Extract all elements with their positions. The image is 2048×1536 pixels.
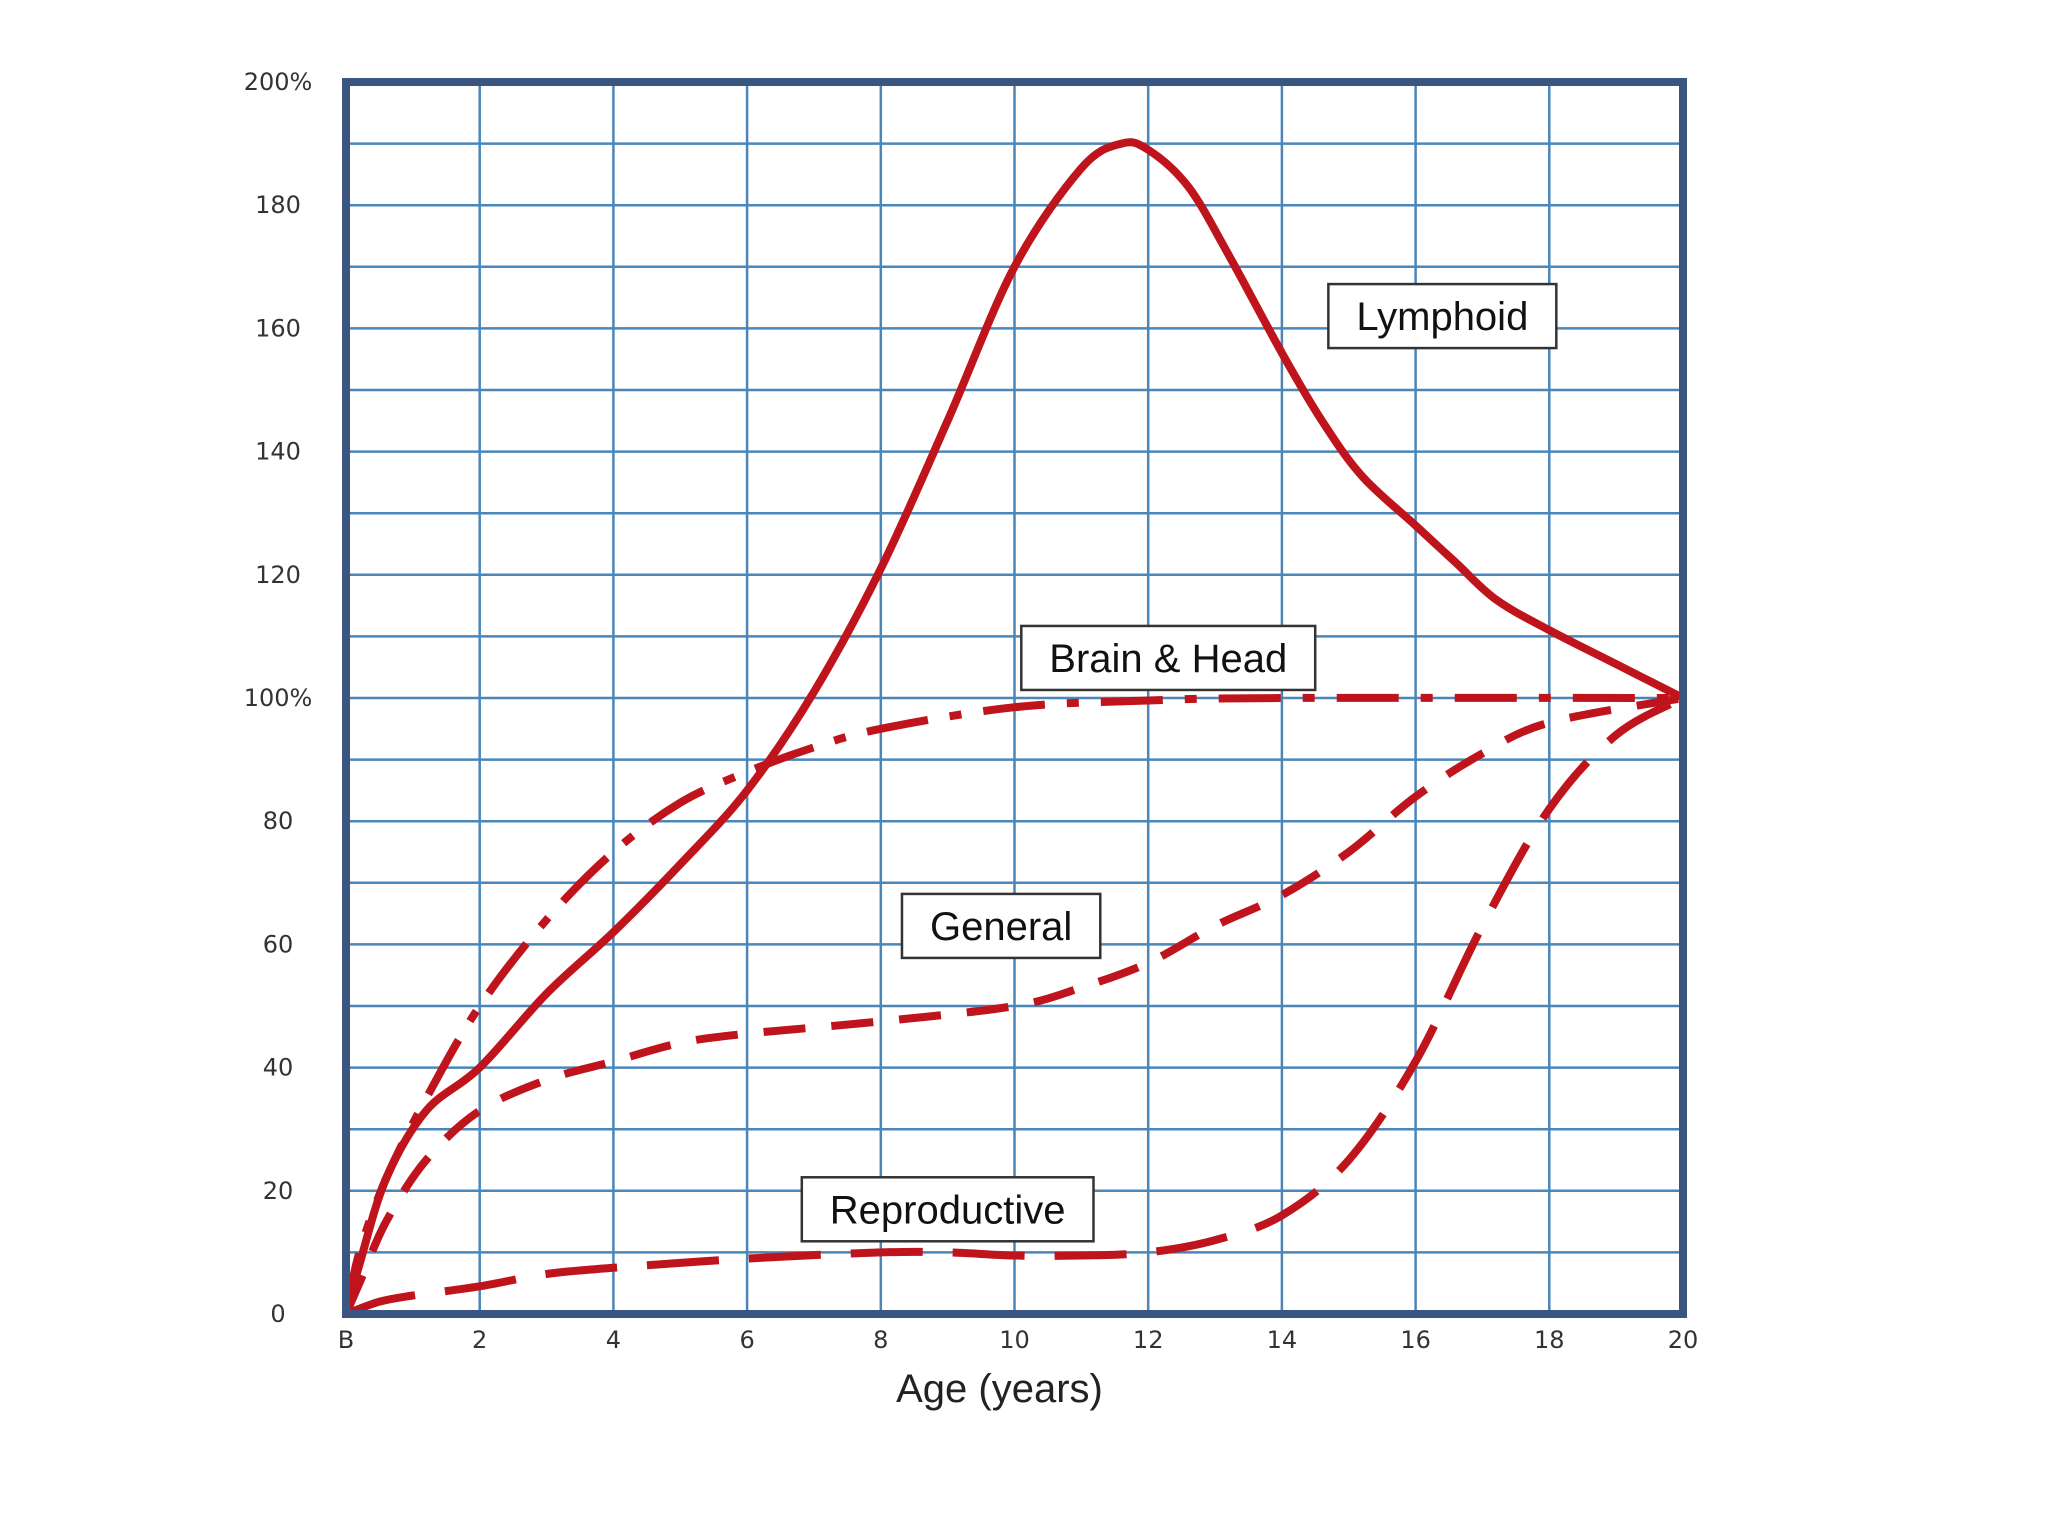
- series-callouts: Lymphoid Brain & Head General Reproductive: [800, 282, 1558, 1243]
- series-line-lymphoid: [342, 138, 1685, 1316]
- x-tick-label: 8: [873, 1326, 888, 1354]
- x-tick-label: 18: [1534, 1326, 1565, 1354]
- callout-label: Lymphoid: [1356, 295, 1528, 339]
- callout-box: [1327, 282, 1558, 350]
- callout-box: [800, 1176, 1095, 1243]
- x-tick-label: 14: [1267, 1326, 1298, 1354]
- y-tick-label: 0: [270, 1300, 285, 1328]
- series-line-general: [342, 694, 1684, 1316]
- callout-general: General: [900, 892, 1102, 960]
- x-tick-label: 4: [606, 1326, 621, 1354]
- x-tick-label: B: [338, 1326, 354, 1354]
- y-tick-label: 100%: [244, 684, 313, 712]
- y-tick-label: 120: [255, 561, 301, 589]
- callout-reproductive: Reproductive: [800, 1176, 1095, 1243]
- x-tick-label: 6: [739, 1326, 754, 1354]
- callout-box: [1020, 624, 1317, 692]
- callout-label: General: [930, 905, 1072, 949]
- y-tick-label: 160: [255, 314, 301, 342]
- y-tick-label: 40: [263, 1054, 294, 1082]
- callout-label: Brain & Head: [1049, 637, 1287, 681]
- x-tick-label: 10: [999, 1326, 1030, 1354]
- x-tick-label: 12: [1133, 1326, 1164, 1354]
- series-lines: [342, 138, 1685, 1318]
- x-tick-label: 20: [1668, 1326, 1699, 1354]
- x-axis-title: Age (years): [896, 1367, 1103, 1411]
- y-tick-label: 20: [263, 1177, 294, 1205]
- callout-label: Reproductive: [830, 1188, 1066, 1232]
- x-tick-label: 2: [472, 1326, 487, 1354]
- y-tick-label: 200%: [244, 68, 313, 96]
- y-tick-label: 180: [255, 191, 301, 219]
- plot-frame: [342, 78, 1687, 1318]
- y-tick-label: 60: [263, 930, 294, 958]
- x-axis-tick-labels: B 2 4 6 8 10 12 14 16 18 20: [338, 1326, 1699, 1354]
- callout-brain-and-head: Brain & Head: [1020, 624, 1317, 692]
- y-axis-tick-labels: 0 20 40 60 80 100% 120 140 160 180 200%: [244, 68, 313, 1328]
- series-line-reproductive: [344, 694, 1685, 1318]
- callout-box: [900, 892, 1102, 960]
- y-tick-label: 140: [255, 438, 301, 466]
- x-tick-label: 16: [1400, 1326, 1431, 1354]
- series-line-brain-and-head: [342, 693, 1684, 1315]
- y-tick-label: 80: [263, 807, 294, 835]
- callout-lymphoid: Lymphoid: [1327, 282, 1558, 350]
- grid-lines: [346, 82, 1683, 1314]
